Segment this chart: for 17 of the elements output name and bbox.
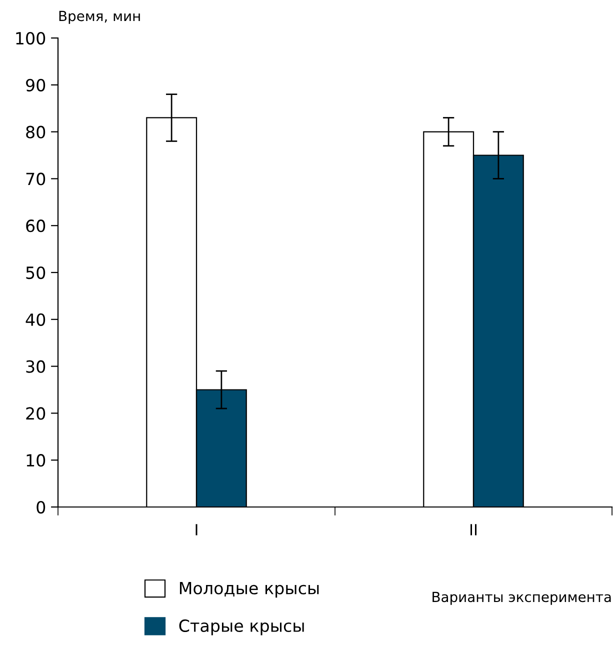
y-tick-label: 60 [26, 220, 46, 232]
legend-label: Молодые крысы [180, 582, 319, 598]
x-axis-title: Варианты эксперимента [432, 592, 611, 605]
x-tick-label: I [196, 524, 198, 536]
y-tick-label: 10 [26, 454, 46, 467]
legend-label: Старые крысы [179, 619, 304, 636]
y-tick-label: 30 [26, 360, 46, 373]
y-tick-label: 40 [26, 313, 46, 326]
y-tick-label: 20 [26, 407, 46, 420]
y-tick-label: 90 [26, 78, 46, 92]
y-tick-label: 50 [26, 266, 46, 280]
y-tick-label: 80 [26, 126, 46, 138]
y-tick-label: 70 [26, 172, 46, 186]
x-tick-label: II [470, 524, 477, 536]
y-axis-title: Время, мин [59, 10, 140, 24]
y-tick-label: 100 [16, 32, 46, 45]
y-tick-label: 0 [36, 500, 46, 514]
